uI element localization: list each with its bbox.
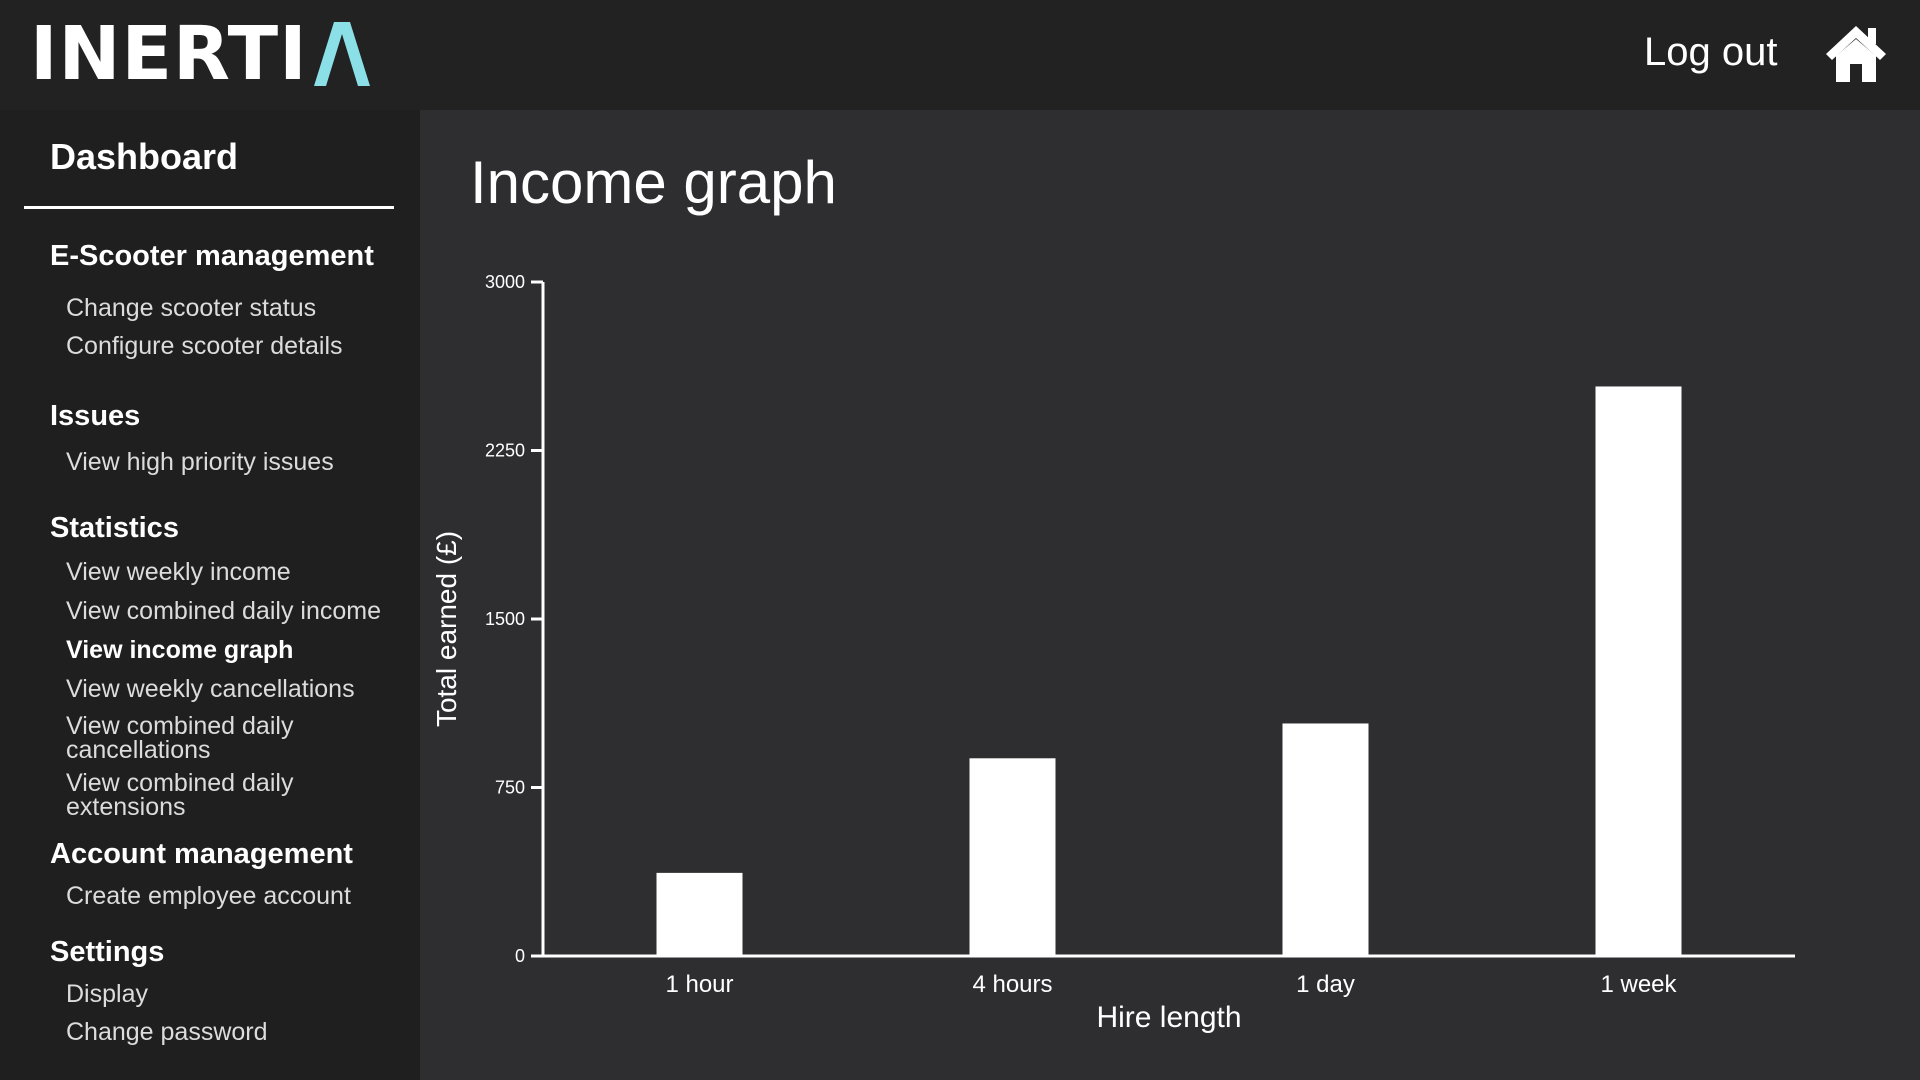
sidebar-item-view-combined-daily-income[interactable]: View combined daily income — [66, 597, 381, 625]
x-tick-label: 1 day — [1296, 971, 1355, 998]
sidebar-item-view-high-priority-issues[interactable]: View high priority issues — [66, 448, 334, 476]
y-tick-label: 3000 — [485, 272, 525, 292]
top-bar: INERTI Log out — [0, 0, 1920, 110]
bar-4-hours — [969, 758, 1056, 956]
sidebar-item-view-weekly-cancellations[interactable]: View weekly cancellations — [66, 675, 355, 703]
y-tick-label: 2250 — [485, 441, 525, 461]
sidebar-item-display[interactable]: Display — [66, 980, 148, 1008]
section-e-scooter-management: E-Scooter management — [50, 240, 374, 272]
section-issues: Issues — [50, 400, 141, 432]
x-tick-label: 1 hour — [665, 971, 733, 998]
sidebar-item-change-password[interactable]: Change password — [66, 1018, 268, 1046]
sidebar-item-view-income-graph[interactable]: View income graph — [66, 636, 294, 664]
section-account-management: Account management — [50, 838, 353, 870]
bar-1-hour — [656, 872, 743, 956]
sidebar: Dashboard E-Scooter management Change sc… — [0, 110, 420, 1080]
logo-accent-lambda — [313, 22, 370, 86]
y-tick-label: 1500 — [485, 609, 525, 629]
sidebar-item-configure-scooter-details[interactable]: Configure scooter details — [66, 332, 343, 360]
y-tick-label: 0 — [515, 946, 525, 966]
inertia-logo[interactable]: INERTI — [30, 11, 370, 97]
y-axis-title: Total earned (£) — [431, 531, 462, 727]
bar-1-week — [1595, 386, 1682, 957]
income-bar-chart: 0 750 1500 2250 3000 1 hour 4 hours 1 day 1 week… — [431, 272, 1795, 1034]
bar-1-day — [1282, 723, 1369, 956]
x-tick-label: 4 hours — [972, 971, 1052, 998]
y-tick-label: 750 — [495, 778, 525, 798]
sidebar-item-create-employee-account[interactable]: Create employee account — [66, 882, 351, 910]
logout-button[interactable]: Log out — [1644, 30, 1778, 74]
page-title: Income graph — [470, 149, 837, 216]
logo-text: INERTI — [30, 11, 308, 97]
x-axis-title: Hire length — [1096, 1001, 1241, 1034]
sidebar-item-change-scooter-status[interactable]: Change scooter status — [66, 294, 317, 322]
sidebar-item-view-combined-daily-extensions[interactable]: View combined daily extensions — [66, 769, 294, 821]
section-statistics: Statistics — [50, 512, 179, 544]
x-tick-label: 1 week — [1600, 971, 1677, 998]
sidebar-dashboard-link[interactable]: Dashboard — [50, 136, 239, 177]
sidebar-divider — [24, 206, 394, 209]
sidebar-item-view-combined-daily-cancellations[interactable]: View combined daily cancellations — [66, 712, 294, 764]
home-icon[interactable] — [1824, 22, 1888, 84]
section-settings: Settings — [50, 936, 165, 968]
sidebar-item-view-weekly-income[interactable]: View weekly income — [66, 558, 291, 586]
